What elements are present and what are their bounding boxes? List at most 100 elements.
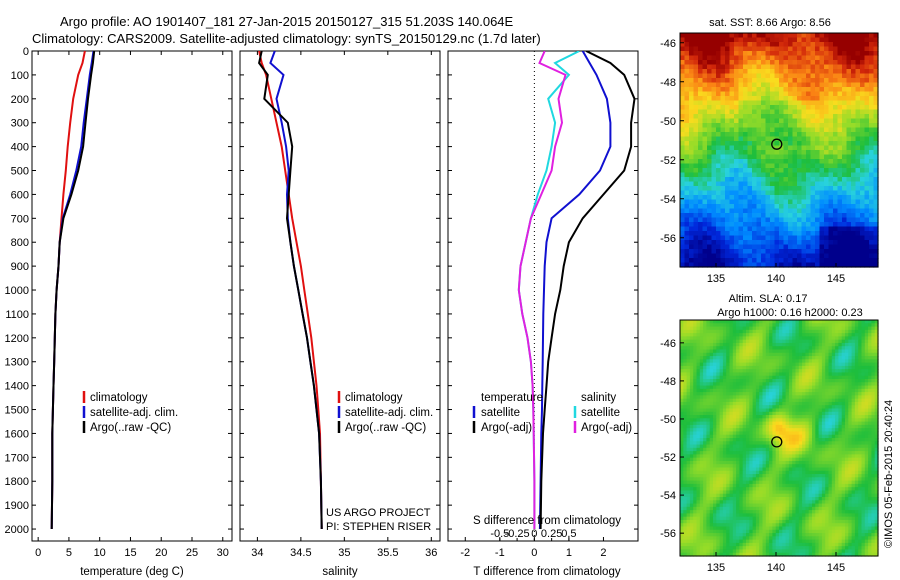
map-cell [788, 379, 793, 383]
map-cell [797, 217, 803, 223]
map-cell [833, 186, 839, 192]
map-cell [779, 382, 783, 387]
map-cell [770, 204, 776, 210]
map-cell [706, 395, 711, 400]
map-cell [726, 444, 731, 449]
map-cell [873, 163, 879, 169]
map-cell [702, 186, 708, 192]
map-cell [711, 253, 717, 259]
map-cell [874, 382, 879, 387]
map-cell [709, 451, 714, 455]
map-cell [734, 177, 740, 183]
map-cell [785, 372, 790, 377]
map-cell [858, 388, 863, 393]
map-cell [743, 253, 749, 259]
map-cell [815, 405, 820, 410]
map-cell [858, 382, 863, 387]
map-cell [738, 249, 744, 255]
map-cell [698, 154, 704, 160]
map-cell [861, 441, 866, 446]
map-cell [833, 127, 839, 133]
map-cell [815, 51, 821, 57]
map-cell [785, 395, 790, 400]
map-cell [716, 356, 721, 360]
map-cell [833, 118, 839, 124]
map-cell [752, 359, 757, 364]
map-cell [819, 258, 825, 264]
map-cell [812, 339, 816, 344]
map-cell [783, 69, 789, 75]
map-cell [689, 163, 695, 169]
map-cell [732, 379, 737, 383]
map-cell [734, 181, 740, 187]
map-cell [825, 323, 830, 328]
map-cell [742, 415, 747, 419]
map-cell [765, 365, 770, 370]
map-cell [770, 123, 776, 129]
map-cell [833, 199, 839, 205]
map-cell [806, 60, 812, 66]
map-cell [720, 141, 726, 147]
map-cell [869, 217, 875, 223]
map-cell [837, 60, 843, 66]
map-cell [693, 323, 698, 328]
map-cell [855, 55, 861, 61]
map-cell [874, 447, 879, 452]
map-cell [837, 213, 843, 219]
map-cell [746, 392, 750, 396]
map-cell [792, 109, 798, 115]
map-cell [795, 444, 800, 449]
map-cell [808, 385, 813, 390]
map-cell [835, 336, 839, 341]
map-cell [752, 369, 757, 374]
map-cell [703, 372, 707, 377]
map-cell [871, 336, 876, 341]
map-cell [792, 235, 798, 241]
map-cell [761, 46, 767, 52]
map-cell [864, 398, 869, 403]
map-cell [765, 249, 771, 255]
map-cell [848, 434, 853, 439]
map-cell [858, 415, 863, 419]
map-cell [703, 418, 707, 423]
map-cell [819, 78, 825, 84]
map-cell [680, 369, 684, 374]
map-cell [693, 168, 699, 174]
map-cell [680, 213, 686, 219]
map-cell [703, 320, 707, 324]
map-cell [782, 326, 787, 331]
map-cell [765, 60, 771, 66]
map-cell [841, 424, 846, 429]
map-cell [713, 408, 717, 413]
map-cell [742, 359, 747, 364]
map-cell [742, 418, 747, 423]
map-cell [711, 222, 717, 228]
map-cell [815, 73, 821, 79]
map-cell [815, 82, 821, 88]
map-cell [769, 444, 773, 449]
map-cell [864, 258, 870, 264]
map-cell [873, 118, 879, 124]
map-cell [831, 388, 836, 393]
map-cell [846, 37, 852, 43]
map-cell [864, 46, 870, 52]
map-cell [752, 244, 758, 250]
map-cell [874, 356, 879, 360]
map-cell [871, 444, 876, 449]
map-cell [815, 199, 821, 205]
map-cell [810, 64, 816, 70]
map-cell [680, 392, 684, 396]
map-cell [819, 73, 825, 79]
project-credit-line1: US ARGO PROJECT [326, 507, 431, 519]
map-cell [792, 73, 798, 79]
map-cell [860, 78, 866, 84]
map-cell [693, 186, 699, 192]
map-cell [739, 326, 744, 331]
map-cell [680, 64, 686, 70]
map-cell [680, 240, 686, 246]
map-cell [815, 356, 820, 360]
map-cell [684, 159, 690, 165]
map-cell [711, 114, 717, 120]
map-cell [802, 342, 806, 347]
map-cell [680, 372, 684, 377]
